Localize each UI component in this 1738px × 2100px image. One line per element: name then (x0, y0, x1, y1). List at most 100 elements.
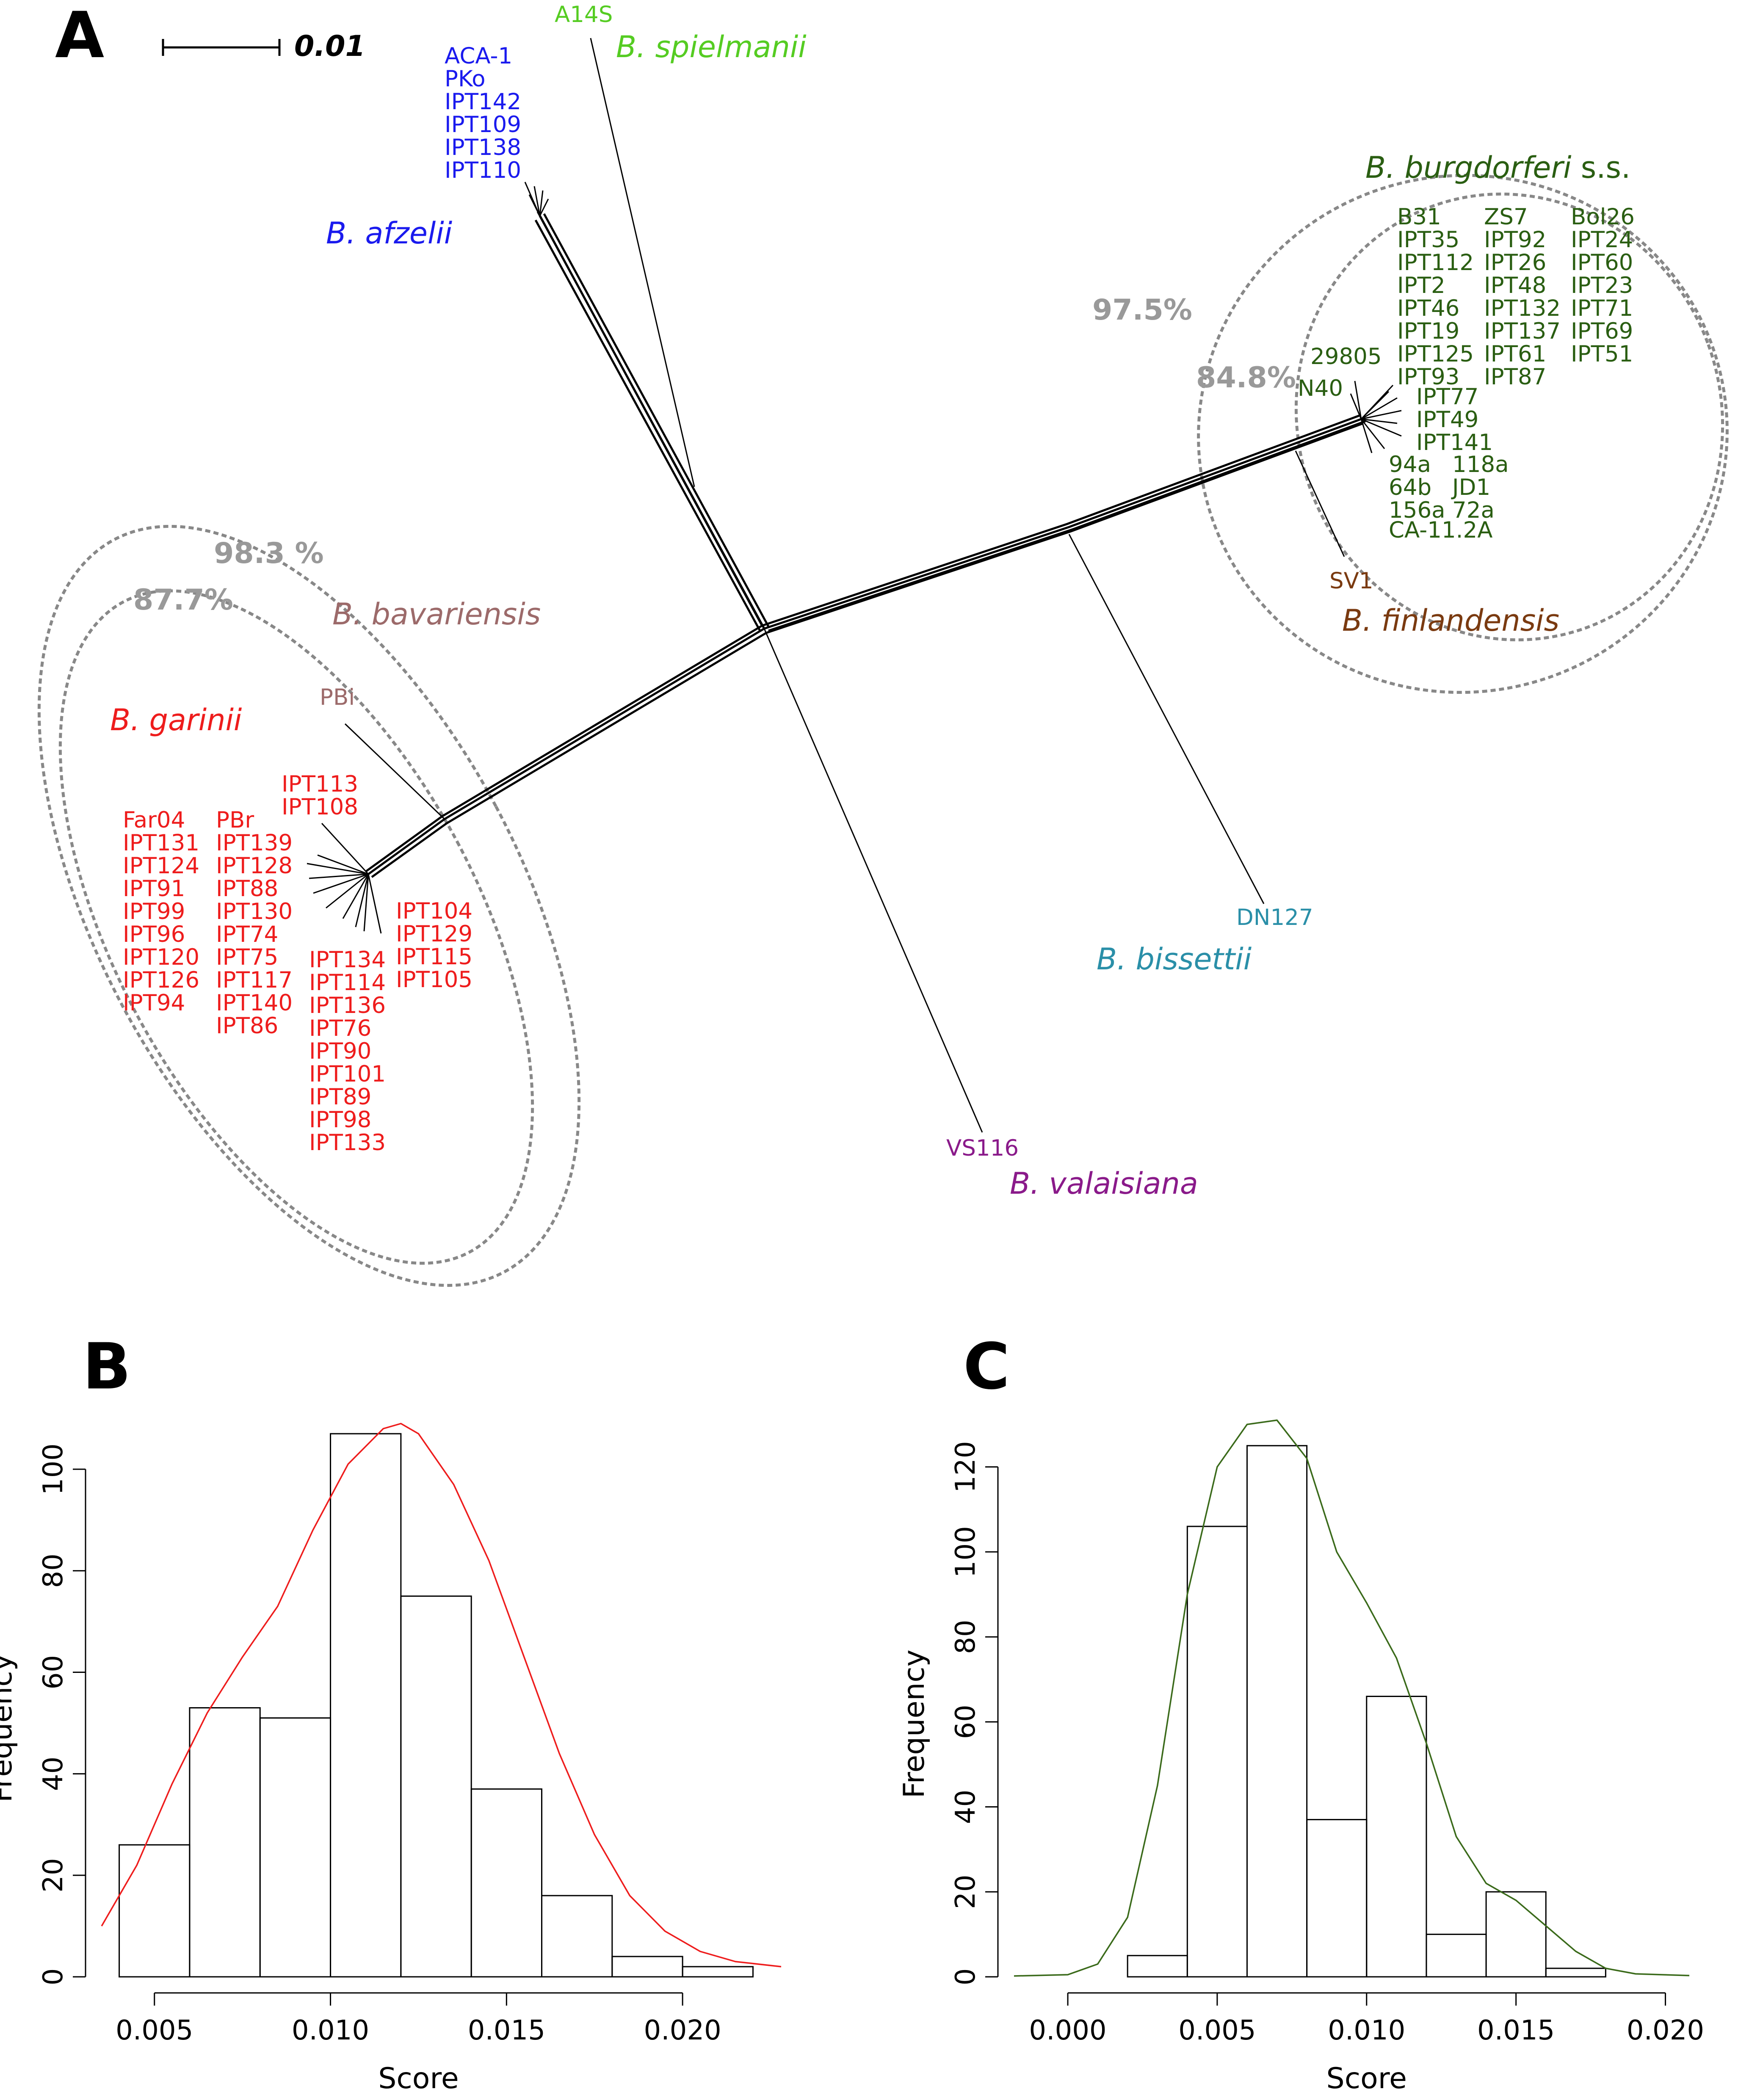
leaf-label: ACA-1 (445, 43, 512, 69)
leaf-label: IPT76 (309, 1016, 371, 1041)
x-tick-label: 0.015 (1477, 2015, 1555, 2046)
leaf-label: IPT77 (1416, 384, 1478, 410)
species-label-burgdorferi: B. burgdorferi s.s. (1365, 150, 1630, 185)
leaf-label: IPT108 (282, 794, 358, 820)
leaf-label: PKo (445, 66, 486, 92)
ellipse-burgdorferi-outer (1197, 174, 1729, 694)
leaf-label: IPT115 (396, 944, 472, 970)
leaf-labels-burgdorferi-low2: 118a JD1 72a (1451, 452, 1509, 523)
leaf-labels-burgdorferi-mid: IPT77 IPT49 IPT141 (1416, 384, 1493, 455)
y-tick-label: 0 (950, 1968, 981, 1986)
x-axis-title: Score (1326, 2062, 1407, 2095)
leaf-labels-garinii-top: IPT113 IPT108 (282, 771, 358, 820)
density-curve (1014, 1419, 1690, 1977)
density-curve (101, 1423, 782, 1968)
leaf-label: IPT19 (1397, 318, 1459, 344)
leaf-labels-burgdorferi-col3: Bol26 IPT24 IPT60 IPT23 IPT71 IPT69 IPT51 (1571, 204, 1635, 367)
leaf-label: IPT130 (216, 899, 293, 924)
leaf-label: IPT88 (216, 876, 278, 902)
panel-b-letter: B (83, 1330, 131, 1404)
leaf-labels-garinii-col3: IPT134 IPT114 IPT136 IPT76 IPT90 IPT101 IPT89 I… (309, 947, 386, 1156)
leaf-label: IPT90 (309, 1038, 371, 1064)
leaf-label: IPT60 (1571, 250, 1633, 276)
leaf-label: IPT61 (1484, 341, 1546, 367)
y-tick-label: 60 (950, 1705, 981, 1739)
histogram-bar (400, 1595, 472, 1978)
leaf-labels-afzelii: ACA-1 PKo IPT142 IPT109 IPT138 IPT110 (445, 43, 521, 183)
leaf-labels-garinii-col4: IPT104 IPT129 IPT115 IPT105 (396, 898, 472, 993)
branch-afzelii (524, 182, 770, 632)
branch-bissettii (1068, 534, 1265, 904)
panel-b: B 0.005 0.010 0.015 0.020 Score 0 20 40 60 80 100 F… (0, 1330, 782, 2095)
y-axis-title: Frequency (898, 1650, 931, 1798)
leaf-label: 94a (1389, 452, 1431, 477)
leaf-label: IPT133 (309, 1130, 386, 1156)
leaf-label-pbi: PBi (320, 684, 355, 710)
leaf-label: IPT104 (396, 898, 472, 924)
leaf-label-29805: 29805 (1310, 344, 1382, 370)
leaf-label: IPT136 (309, 993, 386, 1018)
histogram-bar (1186, 1526, 1248, 1978)
tree-branches (307, 38, 1402, 1133)
panel-a-letter: A (55, 0, 104, 72)
leaf-label: IPT105 (396, 967, 472, 993)
leaf-label: IPT26 (1484, 250, 1546, 276)
panel-c: C 0.000 0.005 0.010 0.015 0.020 Score 0 20 40 60 8… (898, 1330, 1704, 2095)
leaf-label: IPT96 (123, 922, 185, 947)
leaf-label: VS116 (946, 1135, 1019, 1161)
leaf-label: IPT89 (309, 1084, 371, 1110)
leaf-label: IPT46 (1397, 295, 1459, 321)
x-tick-label: 0.015 (468, 2015, 545, 2046)
leaf-label-n40: N40 (1298, 375, 1343, 401)
leaf-label: IPT138 (445, 135, 521, 160)
leaf-label: 156a (1389, 497, 1445, 523)
confidence-ellipses (37, 174, 1729, 1287)
histogram-bar (1485, 1891, 1547, 1978)
histogram-bar (470, 1788, 543, 1978)
y-tick-label: 0 (38, 1968, 69, 1986)
species-label-bissettii: B. bissettii (1097, 942, 1252, 977)
leaf-label: IPT98 (309, 1107, 371, 1133)
leaf-label: IPT140 (216, 990, 293, 1016)
leaf-label: IPT124 (123, 853, 199, 879)
leaf-label: IPT48 (1484, 273, 1546, 298)
leaf-label: IPT125 (1397, 341, 1474, 367)
leaf-labels-spielmanii: A14S (555, 2, 613, 28)
branch-spielmanii (590, 38, 695, 487)
histogram-bar (330, 1433, 402, 1978)
branch-finlandensis (1295, 450, 1345, 557)
histogram-bar (611, 1956, 683, 1978)
leaf-label: IPT142 (445, 89, 521, 115)
histogram-bar (1426, 1934, 1487, 1978)
pct-burgdorferi-outer: 97.5% (1092, 293, 1192, 327)
leaf-label: IPT101 (309, 1061, 386, 1087)
leaf-label: 118a (1452, 452, 1509, 477)
leaf-label: Far04 (123, 807, 185, 833)
leaf-label: IPT99 (123, 899, 185, 924)
histogram-bar (1366, 1695, 1427, 1978)
leaf-labels-burgdorferi-col1: B31 IPT35 IPT112 IPT2 IPT46 IPT19 IPT125 IPT93 (1397, 204, 1474, 390)
leaf-label: PBr (216, 807, 254, 833)
x-axis-title: Score (378, 2062, 459, 2095)
leaf-label: DN127 (1236, 905, 1313, 930)
leaf-label: IPT87 (1484, 364, 1546, 390)
leaf-label: CA-11.2A (1389, 517, 1493, 543)
leaf-label: IPT49 (1416, 407, 1478, 433)
leaf-label: IPT113 (282, 771, 358, 797)
leaf-label: B31 (1397, 204, 1441, 230)
leaf-label: IPT126 (123, 967, 199, 993)
leaf-label: IPT2 (1397, 273, 1445, 298)
histogram-bar (682, 1966, 754, 1978)
x-tick-label: 0.020 (1627, 2015, 1704, 2046)
leaf-label: IPT24 (1571, 227, 1633, 253)
leaf-label: IPT134 (309, 947, 386, 973)
leaf-labels-burgdorferi-col2: ZS7 IPT92 IPT26 IPT48 IPT132 IPT137 IPT61 IPT87 (1484, 204, 1561, 390)
scale-bar-label: 0.01 (294, 30, 365, 63)
leaf-label: 64b (1389, 475, 1431, 500)
leaf-label: IPT75 (216, 944, 278, 970)
x-tick-label: 0.020 (644, 2015, 721, 2046)
scale-bar: 0.01 (162, 30, 365, 63)
leaf-label: PBi (320, 684, 355, 710)
leaf-label-sv1: SV1 (1329, 568, 1373, 594)
